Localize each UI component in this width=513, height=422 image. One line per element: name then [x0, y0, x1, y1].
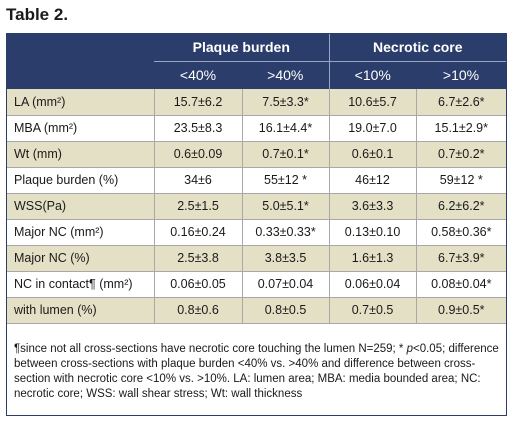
table-row: Major NC (%) 2.5±3.8 3.8±3.5 1.6±1.3 6.7±3.9… [7, 245, 507, 272]
table-cell: 0.08±0.04* [415, 271, 507, 298]
table-cell: 15.7±6.2 [153, 89, 242, 116]
table-cell: 2.5±3.8 [153, 245, 242, 272]
row-label: MBA (mm²) [7, 115, 154, 142]
table-cell: 6.2±6.2* [415, 193, 507, 220]
row-label: Wt (mm) [7, 141, 154, 168]
table-cell: 16.1±4.4* [241, 115, 330, 142]
table-cell: 0.7±0.1* [241, 141, 330, 168]
footnote-text: ¶since not all cross-sections have necro… [14, 343, 407, 355]
table-cell: 2.5±1.5 [153, 193, 242, 220]
footnote-text: <0.05; difference between cross-sections… [14, 343, 499, 400]
col-header: >10% [416, 61, 507, 89]
table-row: NC in contact¶ (mm²) 0.06±0.05 0.07±0.04 0.… [7, 271, 507, 298]
group-header-plaque-burden: Plaque burden [154, 34, 330, 62]
table-cell: 0.16±0.24 [153, 219, 242, 246]
table-row: Plaque burden (%) 34±6 55±12 * 46±12 59±12 * [7, 167, 507, 194]
row-label: Major NC (mm²) [7, 219, 154, 246]
table-cell: 0.7±0.2* [415, 141, 507, 168]
table-cell: 0.6±0.1 [328, 141, 417, 168]
table-cell: 7.5±3.3* [241, 89, 330, 116]
col-header: <10% [328, 61, 417, 89]
table-title: Table 2. [6, 5, 69, 24]
table-row: MBA (mm²) 23.5±8.3 16.1±4.4* 19.0±7.0 15.1±2… [7, 115, 507, 142]
table-cell: 6.7±2.6* [415, 89, 507, 116]
table-cell: 6.7±3.9* [415, 245, 507, 272]
table-cell: 0.58±0.36* [415, 219, 507, 246]
row-label: LA (mm²) [7, 89, 154, 116]
table-row: Major NC (mm²) 0.16±0.24 0.33±0.33* 0.13±0.… [7, 219, 507, 246]
table-cell: 0.8±0.6 [153, 297, 242, 324]
footnote-p: p [406, 343, 413, 355]
table-cell: 3.8±3.5 [241, 245, 330, 272]
table-cell: 0.07±0.04 [241, 271, 330, 298]
table-cell: 34±6 [153, 167, 242, 194]
table-cell: 0.13±0.10 [328, 219, 417, 246]
table-cell: 0.7±0.5 [328, 297, 417, 324]
table-cell: 19.0±7.0 [328, 115, 417, 142]
row-label: with lumen (%) [7, 297, 154, 324]
table-cell: 3.6±3.3 [328, 193, 417, 220]
table-cell: 0.33±0.33* [241, 219, 330, 246]
table-row: Wt (mm) 0.6±0.09 0.7±0.1* 0.6±0.1 0.7±0.2* [7, 141, 507, 168]
corner-header [7, 34, 154, 89]
data-table: Plaque burden Necrotic core <40% >40% <1… [7, 34, 507, 324]
col-header: >40% [242, 61, 330, 89]
table-row: LA (mm²) 15.7±6.2 7.5±3.3* 10.6±5.7 6.7±2.6* [7, 89, 507, 116]
row-label: NC in contact¶ (mm²) [7, 271, 154, 298]
footnote: ¶since not all cross-sections have necro… [14, 342, 500, 402]
col-header: <40% [154, 61, 242, 89]
table-cell: 10.6±5.7 [328, 89, 417, 116]
table-cell: 0.8±0.5 [241, 297, 330, 324]
row-label: Major NC (%) [7, 245, 154, 272]
table-cell: 5.0±5.1* [241, 193, 330, 220]
table-cell: 59±12 * [415, 167, 507, 194]
table-cell: 15.1±2.9* [415, 115, 507, 142]
table-row: with lumen (%) 0.8±0.6 0.8±0.5 0.7±0.5 0.9±0… [7, 297, 507, 324]
table-frame [6, 33, 507, 416]
table-cell: 23.5±8.3 [153, 115, 242, 142]
table-cell: 46±12 [328, 167, 417, 194]
group-header-necrotic-core: Necrotic core [328, 34, 507, 62]
table-cell: 0.06±0.04 [328, 271, 417, 298]
table-cell: 0.6±0.09 [153, 141, 242, 168]
row-label: WSS(Pa) [7, 193, 154, 220]
table-cell: 1.6±1.3 [328, 245, 417, 272]
table-cell: 55±12 * [241, 167, 330, 194]
table-cell: 0.9±0.5* [415, 297, 507, 324]
row-label: Plaque burden (%) [7, 167, 154, 194]
table-cell: 0.06±0.05 [153, 271, 242, 298]
table-row: WSS(Pa) 2.5±1.5 5.0±5.1* 3.6±3.3 6.2±6.2* [7, 193, 507, 220]
